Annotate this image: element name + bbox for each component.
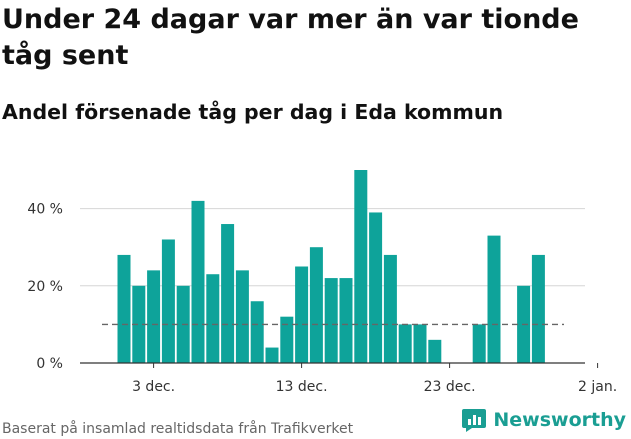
y-tick-label: 40 %	[27, 202, 63, 218]
bar	[191, 200, 205, 363]
bar	[339, 278, 353, 363]
y-axis-ticks: 0 % 20 % 40 %	[27, 202, 63, 372]
bar	[206, 274, 220, 363]
bar	[117, 254, 131, 363]
bar	[309, 247, 323, 363]
x-tick-label: 23 dec.	[424, 379, 476, 395]
bar	[324, 278, 338, 363]
newsworthy-logo-icon	[462, 409, 487, 432]
bar	[161, 239, 175, 363]
bar	[235, 270, 249, 363]
bar	[147, 270, 161, 363]
x-tick-label: 3 dec.	[132, 379, 175, 395]
bar	[354, 170, 368, 363]
bar-chart: 0 % 20 % 40 % 3 dec. 13 dec. 23 dec. 2 jan.	[27, 170, 617, 395]
bar	[383, 254, 397, 363]
bar	[369, 212, 383, 363]
brand-name: Newsworthy	[493, 409, 626, 431]
y-tick-label: 0 %	[36, 356, 63, 372]
bar	[295, 266, 309, 363]
bar	[413, 324, 427, 363]
bar	[472, 324, 486, 363]
chart-title: Under 24 dagar var mer än var tionde tåg…	[2, 4, 579, 71]
source-note: Baserat på insamlad realtidsdata från Tr…	[2, 421, 354, 437]
x-tick-label: 2 jan.	[578, 379, 617, 395]
x-axis: 3 dec. 13 dec. 23 dec. 2 jan.	[80, 362, 617, 395]
bar	[132, 285, 146, 363]
bar	[531, 254, 545, 363]
x-tick-label: 13 dec.	[276, 379, 328, 395]
bar	[221, 224, 235, 363]
bar	[280, 316, 294, 363]
bar	[487, 235, 501, 363]
bar	[250, 301, 264, 363]
bar	[398, 324, 412, 363]
bar	[265, 347, 279, 363]
bar	[428, 339, 442, 363]
brand-logo[interactable]: Newsworthy	[461, 407, 626, 433]
bars	[117, 170, 545, 363]
chart-subtitle: Andel försenade tåg per dag i Eda kommun	[2, 100, 504, 124]
y-tick-label: 20 %	[27, 279, 63, 295]
